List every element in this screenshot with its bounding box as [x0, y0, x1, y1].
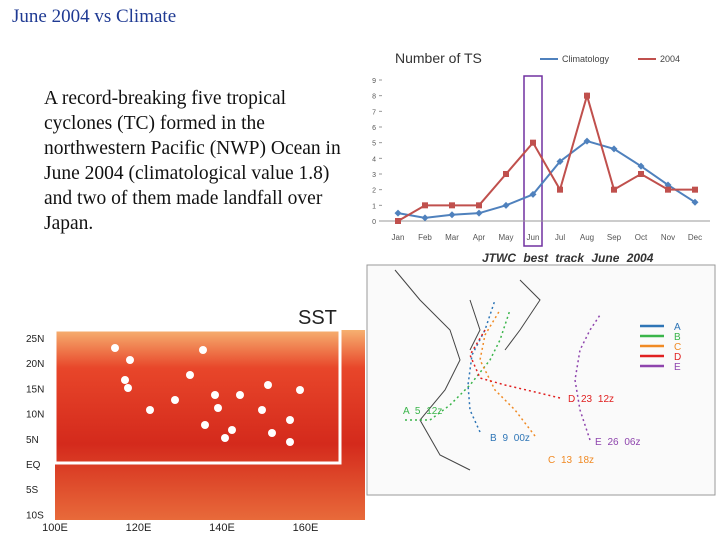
- point: [529, 190, 537, 198]
- lon-label: 160E: [293, 522, 319, 534]
- y-tick-label: 8: [372, 94, 376, 101]
- x-tick-label: Sep: [607, 233, 622, 242]
- point: [611, 186, 617, 193]
- lat-label: 25N: [26, 334, 44, 345]
- point: [637, 162, 645, 170]
- legend-label: Climatology: [562, 54, 610, 64]
- point: [692, 186, 698, 193]
- legend-label: 2004: [660, 54, 680, 64]
- y-tick-label: 1: [372, 203, 376, 210]
- track-b: [467, 299, 496, 433]
- legend-label: B: [674, 332, 681, 343]
- legend-label: A: [674, 322, 681, 333]
- point: [665, 186, 671, 193]
- y-tick-label: 7: [372, 109, 376, 116]
- legend-label: E: [674, 362, 681, 373]
- y-tick-label: 6: [372, 125, 376, 132]
- lat-label: 5S: [26, 485, 39, 496]
- point: [422, 202, 428, 209]
- point: [394, 209, 402, 217]
- y-tick-label: 5: [372, 141, 376, 148]
- x-tick-label: Jan: [392, 233, 405, 242]
- track-map: [366, 264, 716, 496]
- y-tick-label: 0: [372, 219, 376, 226]
- slide-title: June 2004 vs Climate: [12, 6, 177, 27]
- y-tick-label: 2: [372, 188, 376, 195]
- x-tick-label: Dec: [688, 233, 702, 242]
- point: [557, 186, 563, 193]
- june-highlight: [523, 75, 543, 247]
- legend-label: C: [674, 342, 681, 353]
- x-tick-label: Aug: [580, 233, 594, 242]
- point: [476, 202, 482, 209]
- body-text: A record-breaking five tropical cyclones…: [44, 88, 341, 234]
- y-tick-label: 4: [372, 156, 376, 163]
- x-tick-label: Apr: [473, 233, 486, 242]
- x-tick-label: Oct: [635, 233, 648, 242]
- x-tick-label: Feb: [418, 233, 432, 242]
- y-tick-label: 3: [372, 172, 376, 179]
- lon-label: 140E: [209, 522, 235, 534]
- track-label: A 5 12z: [403, 406, 442, 417]
- lat-label: 20N: [26, 359, 44, 370]
- point: [503, 171, 509, 177]
- sst-label: SST: [298, 307, 337, 329]
- point: [638, 171, 644, 177]
- point: [421, 214, 429, 222]
- lon-label: 120E: [126, 522, 152, 534]
- point: [502, 201, 510, 209]
- track-label: E 26 06z: [595, 437, 640, 448]
- sst-box: [53, 328, 342, 465]
- lon-label: 100E: [42, 522, 68, 534]
- sst-field: [55, 330, 365, 520]
- x-tick-label: Jun: [527, 233, 540, 242]
- point: [449, 202, 455, 209]
- point: [475, 209, 483, 217]
- track-e: [574, 314, 601, 441]
- y-tick-label: 9: [372, 78, 376, 85]
- track-label: C 13 18z: [548, 455, 594, 466]
- x-tick-label: Jul: [555, 233, 565, 242]
- point: [583, 137, 591, 145]
- sst-dots: [111, 344, 304, 446]
- track-label: D 23 12z: [568, 394, 614, 405]
- lat-label: 10S: [26, 510, 44, 521]
- x-tick-label: Nov: [661, 233, 675, 242]
- coastline: [394, 269, 541, 471]
- point: [556, 157, 564, 165]
- track-label: B 9 00z: [490, 433, 530, 444]
- x-tick-label: Mar: [445, 233, 459, 242]
- point: [610, 145, 618, 153]
- series-line: [397, 140, 696, 219]
- lat-label: 15N: [26, 384, 44, 395]
- point: [448, 211, 456, 219]
- point: [584, 92, 590, 99]
- lat-label: EQ: [26, 460, 41, 471]
- legend-label: D: [674, 352, 681, 363]
- map-caption: JTWC best track June 2004: [482, 251, 654, 265]
- point: [395, 218, 401, 224]
- track-a: [405, 309, 511, 421]
- lat-label: 10N: [26, 410, 44, 421]
- point: [691, 198, 699, 206]
- lat-label: 5N: [26, 435, 39, 446]
- x-tick-label: May: [498, 233, 513, 242]
- chart-title: Number of TS: [395, 50, 482, 66]
- track-d: [469, 329, 561, 399]
- series-line: [397, 92, 695, 222]
- point: [530, 139, 536, 146]
